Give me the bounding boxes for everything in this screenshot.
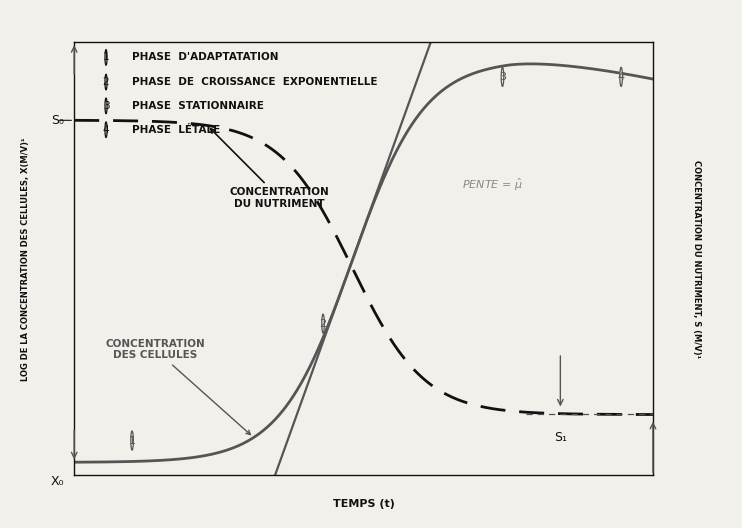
Text: PHASE  LÉTALE: PHASE LÉTALE [132,125,220,135]
Text: X₀: X₀ [50,475,64,488]
Text: PHASE  STATIONNAIRE: PHASE STATIONNAIRE [132,101,264,111]
Text: PHASE  D'ADAPTATATION: PHASE D'ADAPTATATION [132,52,278,62]
Text: CONCENTRATION
DES CELLULES: CONCENTRATION DES CELLULES [105,339,250,435]
Text: PHASE  DE  CROISSANCE  EXPONENTIELLE: PHASE DE CROISSANCE EXPONENTIELLE [132,77,378,87]
Text: S₁: S₁ [554,431,567,444]
Text: 4: 4 [617,72,625,82]
Text: 2: 2 [320,319,326,328]
Circle shape [105,50,107,65]
Text: 2: 2 [102,77,109,87]
Circle shape [105,74,107,90]
Text: CONCENTRATION
DU NUTRIMENT: CONCENTRATION DU NUTRIMENT [211,129,329,209]
Circle shape [322,314,324,333]
Text: 3: 3 [102,101,109,111]
Text: 1: 1 [102,52,109,62]
Text: S₀: S₀ [51,114,64,127]
Circle shape [501,68,504,87]
Text: CONCENTRATION DU NUTRIMENT, S (M/V)¹: CONCENTRATION DU NUTRIMENT, S (M/V)¹ [692,159,701,358]
Text: LOG DE LA CONCENTRATION DES CELLULES, X(M/V)¹: LOG DE LA CONCENTRATION DES CELLULES, X(… [21,137,30,381]
Text: TEMPS (t): TEMPS (t) [332,499,395,509]
Circle shape [131,431,134,450]
Text: 4: 4 [102,125,109,135]
Text: PENTE = $\hat{\mu}$: PENTE = $\hat{\mu}$ [462,177,523,193]
Text: 3: 3 [499,72,506,82]
Text: 1: 1 [128,436,136,446]
Circle shape [105,122,107,137]
Circle shape [620,68,623,87]
Circle shape [105,98,107,114]
